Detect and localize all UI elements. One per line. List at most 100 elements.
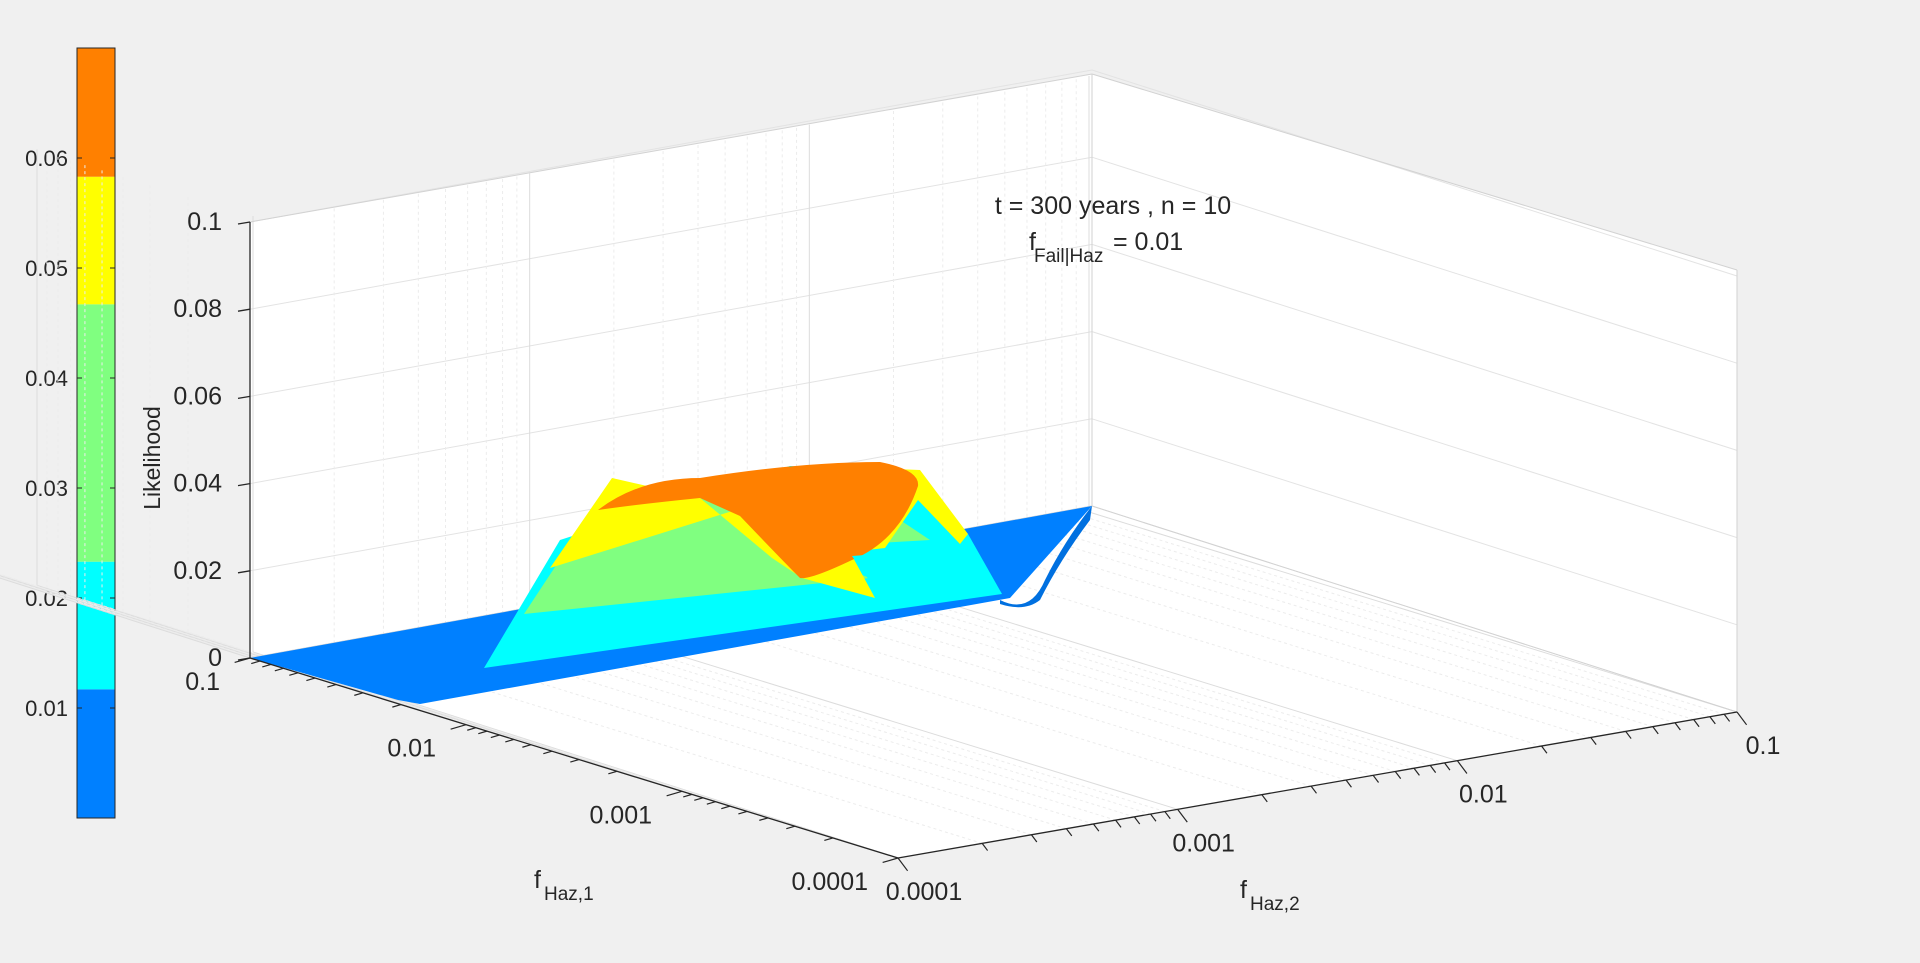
gridline	[1091, 331, 1738, 539]
z-tick-label: 0.06	[173, 382, 222, 410]
z-tick-label: 0	[208, 644, 222, 672]
y-tick-mark	[1444, 762, 1451, 771]
x-axis-label-sub: Haz,1	[544, 884, 594, 905]
title-subscript: Fail|Haz	[1034, 246, 1103, 267]
gridline	[0, 576, 402, 706]
y-tick-mark	[1674, 722, 1681, 731]
x-tick-mark	[608, 770, 618, 775]
x-tick-mark	[467, 727, 477, 731]
gridline	[249, 331, 1093, 485]
y-tick-mark	[1693, 719, 1700, 728]
x-tick-label: 0.0001	[792, 868, 868, 896]
x-tick-mark	[505, 738, 515, 743]
gridline	[249, 156, 1093, 310]
x-tick-mark	[738, 810, 748, 815]
x-tick-mark	[251, 660, 261, 665]
colorbar-band-4	[77, 176, 115, 305]
colorbar-band-0	[77, 689, 115, 818]
y-tick-mark	[1065, 828, 1073, 837]
y-tick-mark	[1150, 813, 1157, 822]
x-tick-mark	[570, 758, 580, 763]
z-tick-mark	[237, 221, 251, 225]
chart-title: t = 300 years , n = 10 f Fail|Haz = 0.01	[995, 192, 1231, 267]
x-tick-mark	[289, 672, 299, 676]
colorbar: 0.010.020.030.040.050.06	[25, 47, 116, 819]
y-tick-mark	[1092, 823, 1100, 832]
y-tick-mark	[1429, 765, 1437, 773]
x-tick-mark	[522, 744, 532, 748]
gridline	[1091, 243, 1738, 451]
surface-jagged-edge	[852, 538, 958, 590]
y-tick-mark	[1115, 819, 1122, 828]
y-tick-mark	[1177, 808, 1188, 823]
y-tick-mark	[1652, 726, 1659, 735]
z-tick-mark	[237, 308, 251, 312]
x-tick-mark	[262, 663, 272, 668]
colorbar-bands	[77, 48, 115, 818]
x-tick-mark	[759, 817, 769, 821]
colorbar-band-1	[77, 561, 115, 690]
y-tick-label: 0.001	[1172, 829, 1235, 857]
x-ticks: 0.1 0.01 0.001 0.0001	[185, 657, 899, 896]
gridline	[1026, 522, 1676, 724]
y-tick-mark	[1310, 785, 1317, 794]
gridline	[0, 576, 337, 686]
x-tick-mark	[543, 750, 553, 755]
x-tick-mark	[354, 692, 364, 696]
z-tick-label: 0.1	[187, 208, 222, 236]
gridline	[1091, 156, 1738, 364]
z-tick-label: 0.02	[173, 557, 222, 585]
y-axis-line	[897, 711, 1738, 859]
x-tick-mark	[721, 805, 731, 810]
x-tick-mark	[234, 657, 251, 664]
y-tick-mark	[1456, 760, 1468, 774]
y-tick-mark	[1345, 779, 1352, 788]
x-tick-mark	[490, 734, 500, 739]
x-tick-mark	[306, 677, 316, 682]
gridline	[1061, 516, 1711, 718]
x-tick-mark	[478, 730, 488, 735]
y-tick-mark	[1709, 716, 1716, 725]
surface-orange-peak	[598, 462, 919, 579]
x-axis-label-base: f	[534, 866, 541, 894]
back-wall-right	[1092, 74, 1737, 712]
gridline	[1076, 513, 1725, 715]
x-tick-mark	[327, 683, 337, 688]
y-tick-mark	[1541, 745, 1548, 754]
y-tick-mark	[1372, 774, 1380, 783]
gridline	[977, 530, 1626, 732]
title-line-1: t = 300 years , n = 10	[995, 192, 1231, 220]
z-tick-mark	[237, 570, 251, 574]
y-tick-label: 0.0001	[886, 878, 962, 906]
x-tick-mark	[392, 704, 402, 708]
x-tick-mark	[786, 825, 796, 830]
x-tick-mark	[706, 801, 716, 805]
gridline	[1091, 69, 1738, 277]
gridline	[249, 243, 1093, 397]
x-axis-line	[249, 657, 899, 859]
y-tick-mark	[1590, 737, 1597, 746]
x-axis-label: f Haz,1	[534, 866, 594, 905]
gridline	[0, 577, 251, 659]
y-tick-mark	[1413, 767, 1420, 776]
gridline	[1088, 511, 1738, 713]
colorbar-band-2	[77, 433, 115, 562]
likelihood-surface	[250, 462, 1092, 704]
y-tick-mark	[1030, 834, 1038, 843]
y-tick-mark	[981, 842, 989, 851]
gridline	[1045, 519, 1694, 721]
axes-3d: 00.020.040.060.080.1 0.10.010.0010.0001 …	[0, 69, 1780, 906]
colorbar-band-5	[77, 48, 115, 177]
gridline	[0, 575, 467, 726]
z-tick-label: 0.04	[173, 470, 222, 498]
x-tick-mark	[683, 793, 693, 798]
x-tick-mark	[450, 724, 467, 730]
y-axis-label-base: f	[1240, 876, 1247, 904]
z-tick-label: 0.08	[173, 295, 222, 323]
y-ticks: 0.0001 0.001 0.01 0.1	[886, 711, 1780, 906]
x-tick-label: 0.01	[387, 735, 436, 763]
z-tick-mark	[237, 482, 251, 487]
z-ticks: 0 0.02 0.04 0.06 0.08 0.1	[173, 208, 251, 672]
gridline	[1091, 418, 1738, 626]
